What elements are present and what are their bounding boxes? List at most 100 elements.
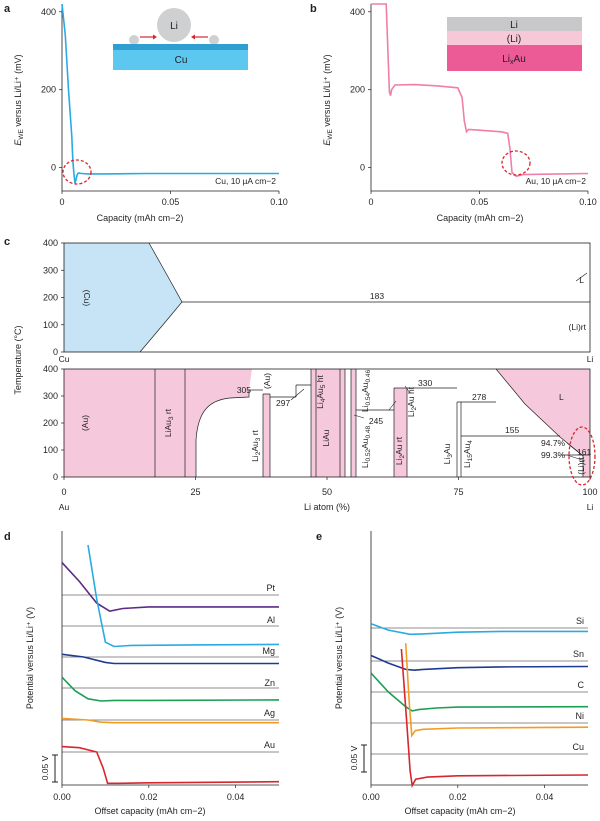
series-label-au: Au	[264, 740, 275, 750]
x-tick-label: 0.00	[53, 792, 71, 802]
panel-e-scale-bar	[361, 744, 367, 773]
y-tick-label: 300	[43, 391, 58, 401]
panel-d-letter: d	[4, 531, 11, 543]
y-tick-label: 0	[53, 347, 58, 357]
series-si	[370, 623, 588, 636]
liau-label: LiAu	[321, 429, 331, 446]
y-tick-label: 400	[43, 238, 58, 248]
temp-297-label: 297	[276, 398, 290, 408]
series-al	[87, 544, 280, 648]
series-label-si: Si	[576, 616, 584, 626]
panel-e-ylabel: Potential versus Li/Li⁺ (V)	[334, 607, 344, 709]
li2au3-label: Li2Au3 rt	[250, 429, 262, 461]
panel-b-ylabel: EWE versus Li/Li⁺ (mV)	[322, 54, 334, 145]
cu-substrate-top	[113, 44, 248, 50]
liau3-label: LiAu3 rt	[163, 408, 175, 437]
y-tick-label: 0	[51, 163, 56, 173]
liquid-region	[496, 369, 590, 455]
x-tick-label: 0	[59, 197, 64, 207]
liquid-pointer	[575, 272, 588, 282]
li-rich-region-circle	[568, 426, 596, 486]
panel-a-inset: Li Cu	[113, 8, 248, 70]
inset-cu-label: Cu	[175, 55, 188, 66]
pointer-993	[566, 454, 586, 462]
li-element-label-bottom: Li	[587, 502, 594, 512]
y-tick-label: 200	[43, 418, 58, 428]
panel-d-scale-bar	[52, 754, 58, 783]
pct-993-label: 99.3%	[541, 450, 566, 460]
panel-d: d Pt Al Mg Zn Ag Au 0.00 0.02 0.04 0.05 V Offse…	[4, 531, 280, 816]
panel-c-ylabel: Temperature (°C)	[13, 325, 23, 394]
series-mg	[61, 653, 279, 665]
arrowhead-right-icon	[153, 34, 157, 40]
li-droplet-small-right	[209, 35, 219, 45]
temp-330-label: 330	[418, 378, 432, 388]
pointer-245	[388, 400, 397, 411]
pointer-947	[566, 442, 584, 457]
x-tick-label: 0.04	[536, 792, 554, 802]
x-tick-label: 0	[61, 487, 66, 497]
nucleation-circle-b	[501, 150, 531, 176]
layer-li-label: Li	[510, 20, 518, 31]
panel-e: e Si Sn C Ni Cu 0.00 0.02 0.04 0.05 V Offset c…	[316, 531, 589, 816]
top-li-rt-label: (Li)rt	[569, 322, 587, 332]
series-label-pt: Pt	[266, 583, 275, 593]
panel-b-letter: b	[310, 3, 317, 15]
liau3-upper-region	[185, 369, 252, 477]
panel-b: b Li (Li) LixAu 0 0.05 0.10 0 200 400 Au, 10 …	[310, 3, 597, 223]
x-tick-label: 0.05	[471, 197, 489, 207]
li2au-ht-label: Li2Au ht	[406, 386, 418, 417]
liau-region	[311, 369, 345, 477]
au-phase-label: (Au)	[80, 415, 90, 431]
panel-c-ticks: 0 25 50 75 100 0 100 200 300 400 0 100 200 300 400	[43, 238, 598, 497]
pct-947-label: 94.7%	[541, 438, 566, 448]
x-tick-label: 0	[368, 197, 373, 207]
series-label-mg: Mg	[262, 646, 275, 656]
panel-d-series-labels: Pt Al Mg Zn Ag Au	[262, 583, 275, 750]
temp-278-label: 278	[472, 392, 486, 402]
x-tick-label: 0.10	[579, 197, 597, 207]
cu-curve	[61, 3, 279, 184]
cu-phase-region	[64, 243, 182, 352]
x-tick-label: 0.02	[449, 792, 467, 802]
series-zn	[61, 676, 280, 702]
au-element-label: Au	[59, 502, 70, 512]
x-tick-label: 100	[582, 487, 597, 497]
y-tick-label: 400	[43, 364, 58, 374]
arrowhead-left-icon	[191, 34, 195, 40]
li052au048-region	[351, 369, 356, 477]
panel-e-letter: e	[316, 531, 322, 543]
panel-a-ticks: 0 0.05 0.10 0 200 400	[41, 7, 288, 207]
panel-c-xlabel: Li atom (%)	[304, 502, 350, 512]
eutectic-temp-label: 183	[370, 291, 384, 301]
y-tick-label: 200	[350, 85, 365, 95]
panel-d-ylabel: Potential versus Li/Li⁺ (V)	[25, 607, 35, 709]
nucleation-overpotential-circle	[62, 159, 92, 185]
liau3-region	[155, 369, 185, 477]
pointer-li052	[353, 414, 365, 419]
panel-b-xlabel: Capacity (mAh cm−2)	[437, 213, 524, 223]
panel-e-series	[370, 623, 589, 788]
y-tick-label: 200	[43, 293, 58, 303]
series-label-ag: Ag	[264, 708, 275, 718]
panel-b-legend: Au, 10 µA cm−2	[526, 176, 587, 186]
panel-e-axes	[370, 531, 588, 786]
li-droplet	[157, 8, 191, 42]
li-solid-solution-layer	[447, 31, 582, 45]
series-label-ni: Ni	[576, 711, 585, 721]
series-cu	[400, 648, 589, 788]
layer-li-ss-label: (Li)	[507, 34, 521, 45]
panel-d-axes	[61, 531, 279, 786]
y-tick-label: 100	[43, 445, 58, 455]
y-tick-label: 200	[41, 85, 56, 95]
li3au-label: Li3Au	[442, 443, 454, 464]
au-phase-label-2: (Au)	[262, 373, 272, 389]
layer-lixau-label: LixAu	[502, 54, 526, 66]
li054au046-label: Li0.54Au0.46	[360, 369, 372, 412]
panel-c-letter: c	[4, 236, 10, 248]
series-au	[61, 745, 280, 785]
x-tick-label: 0.04	[227, 792, 245, 802]
panel-a-ylabel: EWE versus Li/Li⁺ (mV)	[13, 54, 25, 145]
